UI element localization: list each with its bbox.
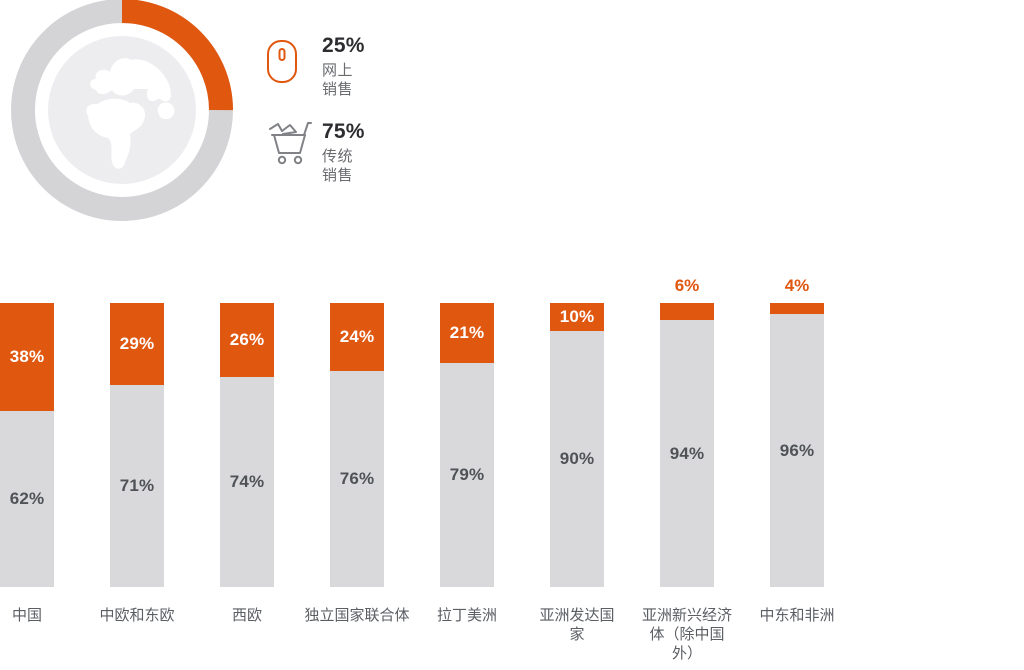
mouse-icon [267, 40, 297, 83]
bar-traditional-segment: 94% [660, 320, 714, 587]
bar-traditional-value-label: 96% [779, 440, 815, 460]
traditional-share-value: 75% [322, 120, 365, 143]
bar-online-value-label-outside: 4% [784, 276, 810, 295]
bar-column: 4% 4% 96% [770, 276, 824, 587]
globe-icon [48, 36, 196, 184]
bar-online-value-label: 29% [119, 334, 155, 354]
bar-online-segment: 38% [0, 303, 54, 411]
bar-traditional-segment: 71% [110, 385, 164, 587]
traditional-share-label: 传统销售 [322, 148, 354, 184]
bar-traditional-segment: 74% [220, 376, 274, 587]
category-label: 中东和非洲 [759, 607, 835, 624]
bar-column: 38% 38% 62% [0, 303, 54, 587]
shopping-cart-icon [269, 122, 312, 165]
bar-traditional-value-label: 74% [229, 471, 265, 491]
bar-traditional-segment: 62% [0, 410, 54, 587]
bar-traditional-value-label: 94% [669, 443, 705, 463]
bar-traditional-value-label: 79% [449, 464, 485, 484]
bar-online-value-label-outside: 6% [674, 276, 700, 295]
bar-traditional-value-label: 76% [339, 469, 375, 489]
mouse-wheel [278, 48, 286, 61]
donut-chart [11, 0, 233, 221]
bar-column: 29% 29% 71% [110, 303, 164, 587]
bar-traditional-segment: 90% [550, 331, 604, 587]
category-label: 西欧 [231, 607, 262, 624]
bar-online-segment: 24% [330, 303, 384, 372]
donut-online-arc [11, 0, 233, 221]
category-label: 中国 [11, 607, 42, 624]
bar-online-segment: 26% [220, 303, 274, 377]
bar-traditional-segment: 96% [770, 314, 824, 587]
category-label: 亚洲新兴经济 体（除中国 外） [641, 607, 732, 662]
bar-traditional-value-label: 62% [9, 488, 45, 508]
bar-column: 6% 6% 94% [660, 276, 714, 587]
online-share-value: 25% [322, 34, 365, 57]
bar-online-segment: 4% [770, 303, 824, 315]
bar-column: 26% 26% 74% [220, 303, 274, 587]
bar-online-value-label: 10% [559, 307, 595, 327]
bar-online-value-label: 38% [9, 346, 45, 366]
category-label: 亚洲发达国 家 [539, 607, 615, 643]
bar-traditional-segment: 76% [330, 371, 384, 587]
bar-column: 21% 21% 79% [440, 303, 494, 587]
bar-traditional-segment: 79% [440, 362, 494, 587]
category-label: 拉丁美洲 [436, 607, 497, 624]
bar-online-value-label: 21% [449, 322, 485, 342]
category-label: 独立国家联合体 [304, 607, 410, 624]
bar-online-segment: 21% [440, 303, 494, 363]
bar-traditional-value-label: 71% [119, 476, 155, 496]
bar-online-segment: 6% [660, 303, 714, 321]
bar-traditional-value-label: 90% [559, 449, 595, 469]
category-label: 中欧和东欧 [99, 607, 175, 624]
bar-online-segment: 29% [110, 303, 164, 386]
bar-column: 24% 24% 76% [330, 303, 384, 587]
bar-online-value-label: 26% [229, 329, 265, 349]
bar-online-segment: 10% [550, 303, 604, 332]
bar-online-value-label: 24% [339, 327, 375, 347]
bar-column: 10% 10% 90% [550, 303, 604, 587]
online-share-label: 网上销售 [322, 62, 354, 98]
